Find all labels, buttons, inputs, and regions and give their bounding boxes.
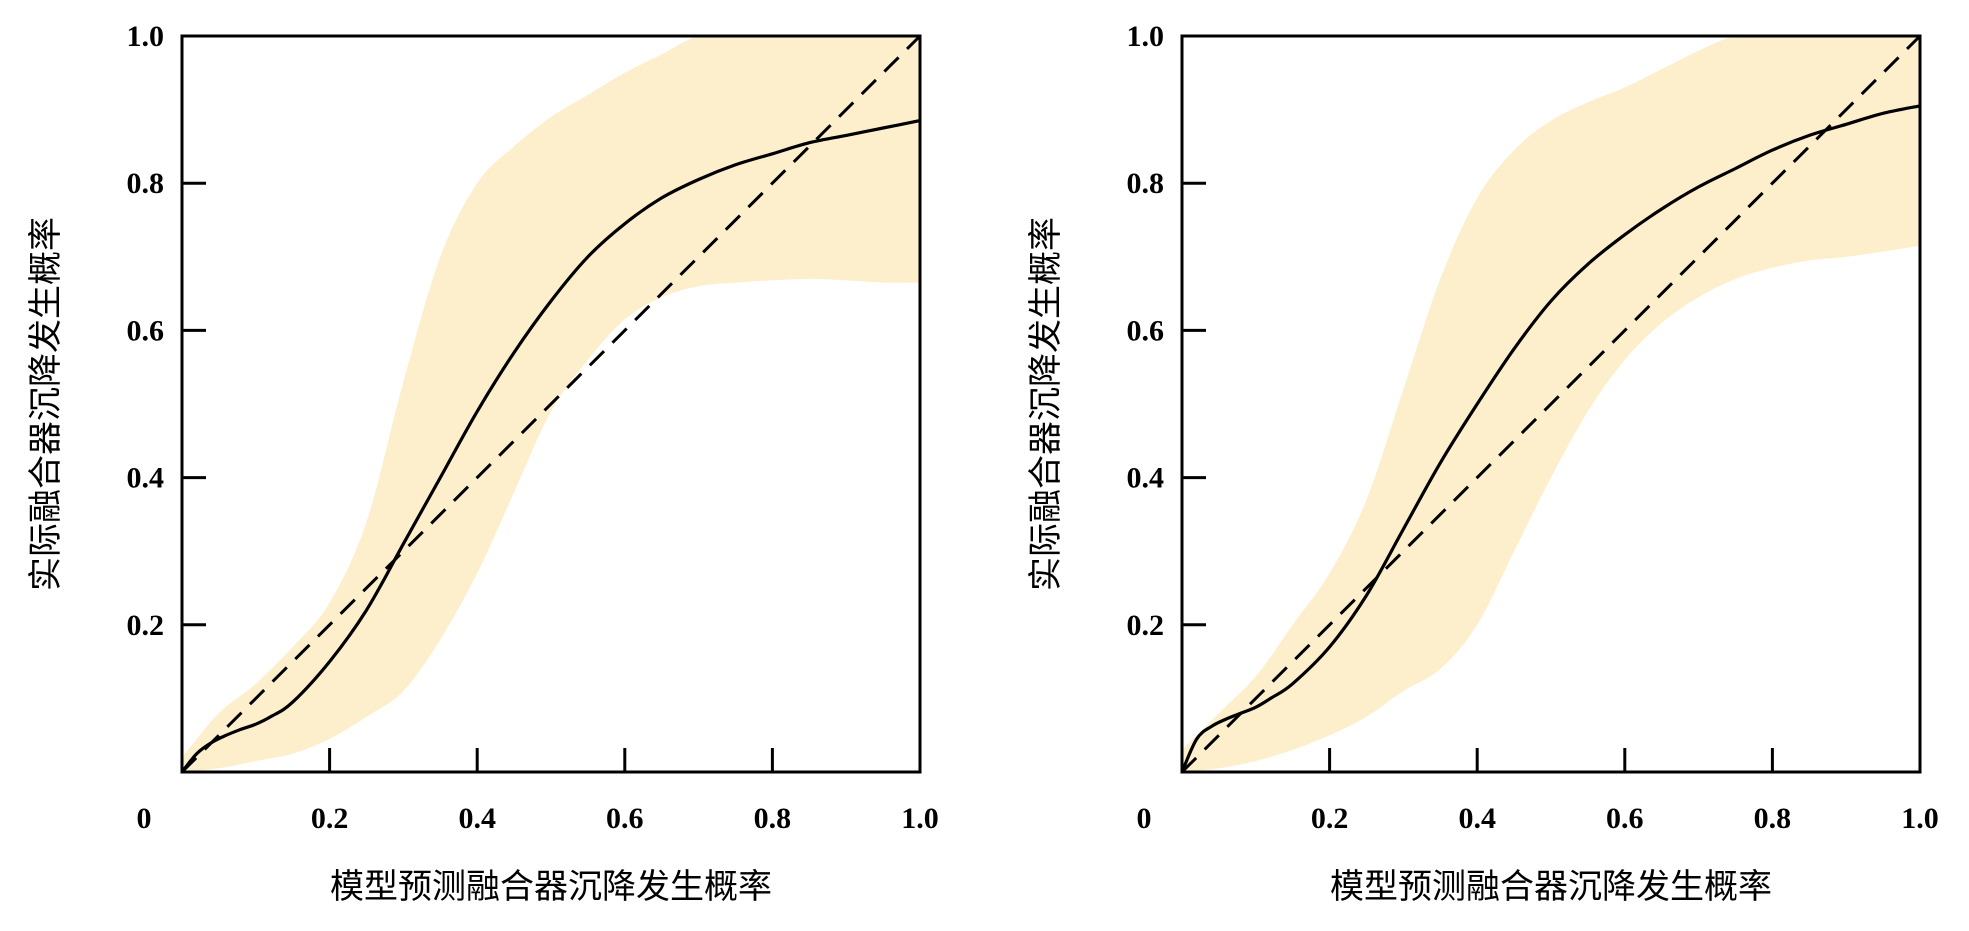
x-tick-label: 0.6	[606, 802, 644, 835]
y-tick-label: 1.0	[1127, 20, 1165, 53]
y-axis-title: 实际融合器沉降发生概率	[26, 217, 66, 591]
y-tick-label: 0.8	[1127, 167, 1165, 200]
x-axis-title: 模型预测融合器沉降发生概率	[330, 867, 772, 907]
x-tick-label: 1.0	[1901, 802, 1939, 835]
y-axis-title: 实际融合器沉降发生概率	[1026, 217, 1066, 591]
x-tick-label: 0.2	[1311, 802, 1349, 835]
origin-label: 0	[137, 802, 152, 835]
y-tick-label: 0.8	[127, 167, 165, 200]
ideal-diagonal-line	[1180, 34, 1922, 774]
y-tick-label: 0.4	[1127, 462, 1165, 495]
plot-frame	[180, 34, 922, 774]
x-tick-label: 0.4	[1458, 802, 1496, 835]
y-tick-label: 0.6	[127, 314, 165, 347]
origin-label: 0	[1137, 802, 1152, 835]
ideal-diagonal-line	[180, 34, 922, 774]
x-tick-label: 1.0	[901, 802, 939, 835]
y-tick-label: 1.0	[127, 20, 165, 53]
y-tick-label: 0.6	[1127, 314, 1165, 347]
y-tick-label: 0.2	[1127, 609, 1165, 642]
x-tick-label: 0.2	[311, 802, 349, 835]
calibration-panel-left: 0.2 0.4 0.6 0.8 1.0 0.2 0.4 0.6 0.8 1.0 0 模型预测融合器沉降…	[26, 20, 939, 907]
x-tick-label: 0.8	[754, 802, 792, 835]
x-axis-title: 模型预测融合器沉降发生概率	[1330, 867, 1772, 907]
x-tick-label: 0.6	[1606, 802, 1644, 835]
x-tick-label: 0.4	[458, 802, 496, 835]
y-tick-label: 0.2	[127, 609, 165, 642]
plot-frame	[1180, 34, 1922, 774]
x-tick-label: 0.8	[1754, 802, 1792, 835]
calibration-curve	[180, 119, 921, 774]
calibration-panel-right: 0.2 0.4 0.6 0.8 1.0 0.2 0.4 0.6 0.8 1.0 0 模型预测融合器沉降…	[1026, 20, 1939, 907]
y-tick-label: 0.4	[127, 462, 165, 495]
